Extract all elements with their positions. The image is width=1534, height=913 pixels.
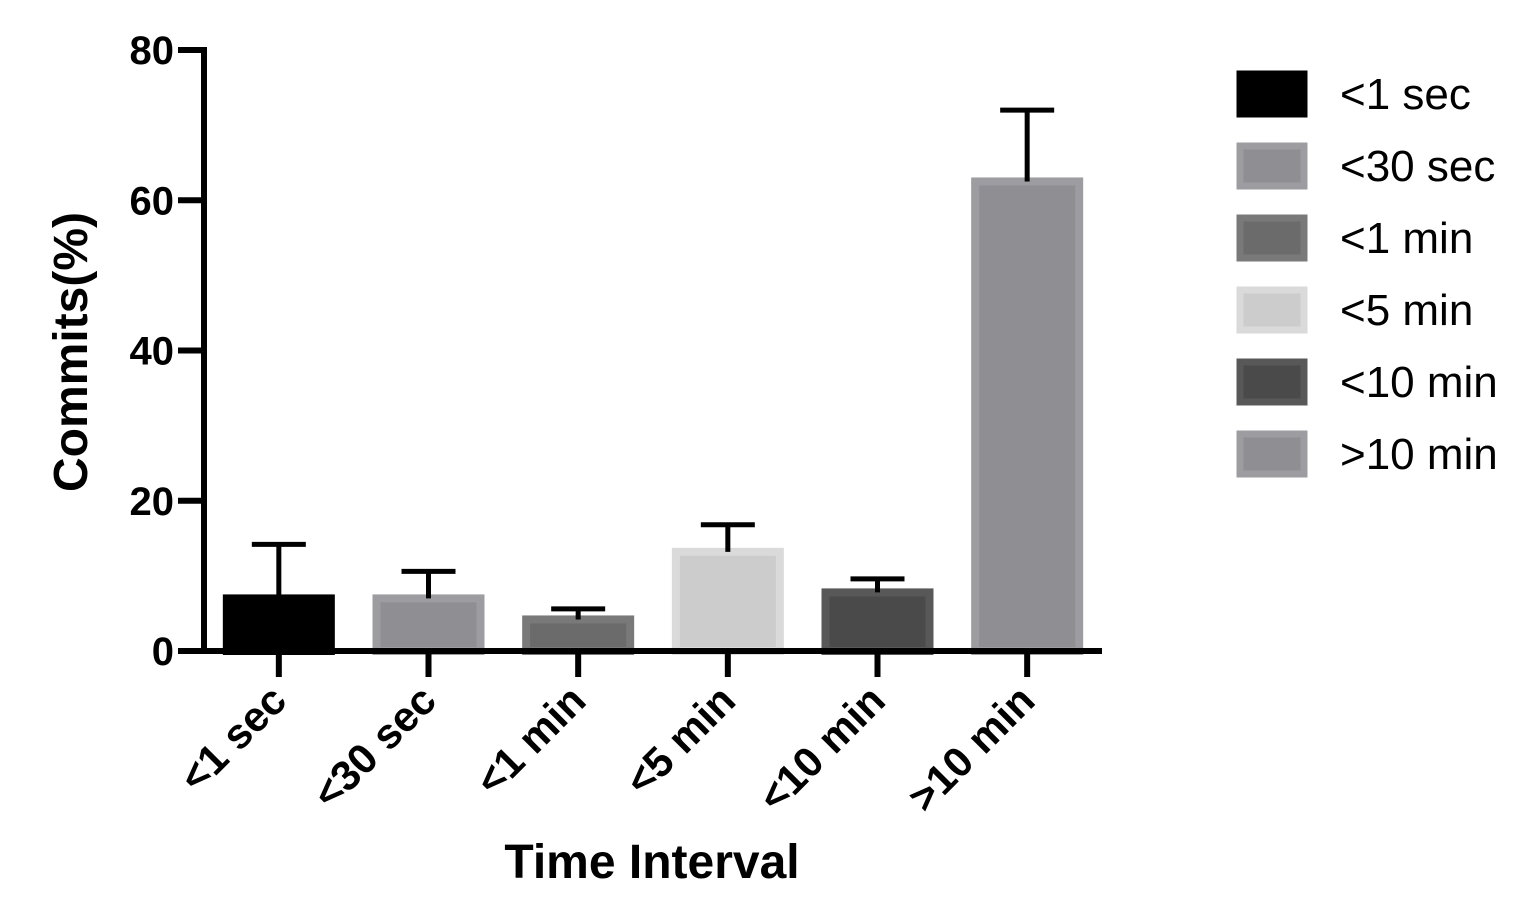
error-bar-3 xyxy=(700,522,755,552)
x-axis-title: Time Interval xyxy=(504,836,799,889)
legend-label-3: <5 min xyxy=(1340,286,1473,335)
legend-swatch-5 xyxy=(1236,430,1308,478)
x-tick-label-0: <1 sec xyxy=(170,676,295,801)
legend-label-5: >10 min xyxy=(1340,430,1498,479)
legend-swatch-4 xyxy=(1236,358,1308,406)
legend-label-0: <1 sec xyxy=(1340,70,1471,119)
axes-layer xyxy=(201,47,1102,654)
bar-1 xyxy=(372,594,485,655)
error-bar-1 xyxy=(401,568,456,599)
legend-swatch-3 xyxy=(1236,286,1308,334)
legend-label-1: <30 sec xyxy=(1340,142,1495,191)
error-bar-5 xyxy=(1000,107,1055,182)
error-bar-4 xyxy=(850,576,905,593)
y-tick-label-1: 20 xyxy=(130,480,175,524)
y-tick-label-0: 0 xyxy=(152,630,174,674)
x-ticks-layer: <1 sec <30 sec <1 min <5 min <10 min >10 min xyxy=(170,651,1044,821)
legend-swatch-2 xyxy=(1236,214,1308,262)
bar-0 xyxy=(222,594,335,655)
y-tick-label-4: 80 xyxy=(130,29,175,73)
y-ticks-layer: 0 20 40 60 80 xyxy=(130,29,204,674)
x-tick-label-3: <5 min xyxy=(616,676,744,804)
error-bar-2 xyxy=(551,606,606,620)
bar-5 xyxy=(971,177,1084,655)
bar-4 xyxy=(821,588,934,656)
error-bar-0 xyxy=(251,541,306,599)
legend-swatch-1 xyxy=(1236,142,1308,190)
legend-label-2: <1 min xyxy=(1340,214,1473,263)
legend-label-4: <10 min xyxy=(1340,358,1498,407)
x-tick-label-2: <1 min xyxy=(466,676,594,804)
y-axis-title: Commits(%) xyxy=(45,212,98,492)
y-tick-label-3: 60 xyxy=(130,179,175,223)
x-tick-label-1: <30 sec xyxy=(303,676,444,817)
x-tick-label-5: >10 min xyxy=(899,676,1044,821)
error-bars-layer xyxy=(251,107,1055,620)
x-tick-label-4: <10 min xyxy=(749,676,894,821)
legend: <1 sec <30 sec <1 min <5 min <10 min >10 min xyxy=(1236,70,1498,479)
bars-layer xyxy=(222,177,1084,656)
y-tick-label-2: 40 xyxy=(130,330,175,374)
bar-3 xyxy=(671,547,784,656)
bar-2 xyxy=(522,615,635,656)
legend-swatch-0 xyxy=(1236,70,1308,118)
